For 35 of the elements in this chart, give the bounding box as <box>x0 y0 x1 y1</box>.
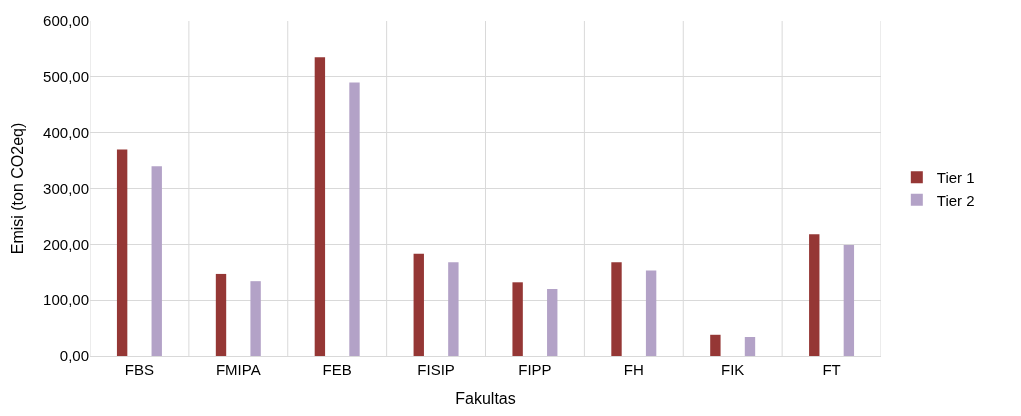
x-tick-label: FT <box>822 361 841 378</box>
x-tick-label: FISIP <box>417 361 455 378</box>
y-tick-label: 600,00 <box>43 12 89 30</box>
legend-label: Tier 2 <box>936 191 975 209</box>
bar <box>215 273 227 356</box>
x-tick-label: FEB <box>322 361 352 378</box>
y-tick-label: 100,00 <box>43 291 89 309</box>
bar <box>809 234 820 356</box>
x-tick-label: FH <box>623 361 644 378</box>
y-axis-title: Emisi (ton CO2eq) <box>9 122 27 255</box>
x-tick-label: FIK <box>721 361 745 378</box>
bar <box>645 270 657 356</box>
bar <box>512 282 523 356</box>
y-tick-label: 0,00 <box>59 347 89 365</box>
y-tick-label: 300,00 <box>43 179 89 197</box>
bar <box>744 337 756 356</box>
x-tick-label: FBS <box>124 361 155 378</box>
y-tick-label: 500,00 <box>43 68 89 86</box>
bar <box>151 166 162 356</box>
y-tick-label: 400,00 <box>43 123 89 141</box>
legend-label: Tier 1 <box>936 169 975 187</box>
bar <box>547 289 558 356</box>
bar <box>611 262 622 356</box>
x-tick-label: FIPP <box>518 361 552 378</box>
bar <box>349 82 360 356</box>
bar <box>710 334 721 356</box>
y-tick-label: 200,00 <box>43 235 89 253</box>
bar <box>116 149 128 356</box>
bar <box>843 244 855 356</box>
x-tick-label: FMIPA <box>215 361 261 378</box>
x-axis-title: Fakultas <box>455 389 516 407</box>
bar <box>413 253 424 356</box>
bar <box>314 57 326 356</box>
bar <box>448 262 459 356</box>
bar <box>250 281 261 356</box>
